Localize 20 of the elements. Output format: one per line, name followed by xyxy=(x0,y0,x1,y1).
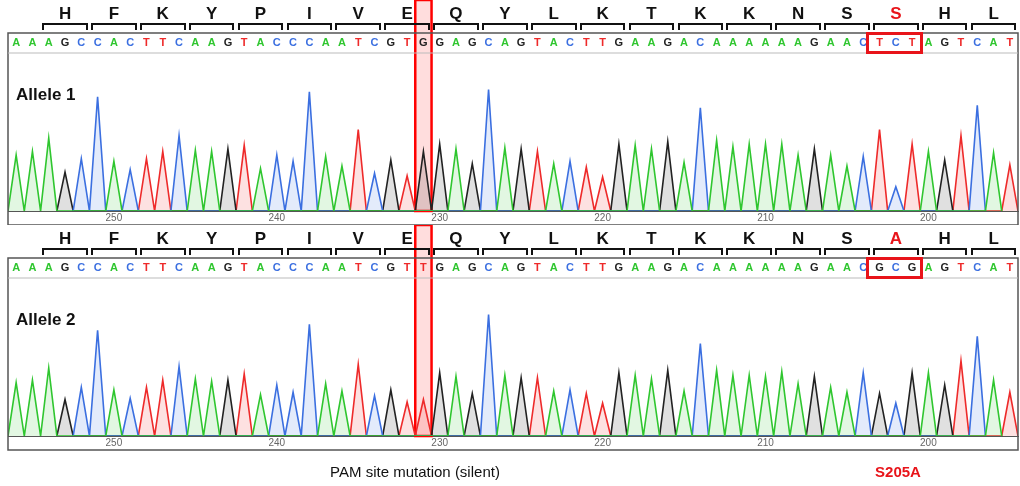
text: PAM site mutation (silent) xyxy=(330,463,500,480)
annotation: Allele 2 xyxy=(16,310,76,329)
x-tick-label: 250 xyxy=(105,211,123,223)
x-tick-label: 220 xyxy=(594,211,612,223)
x-tick-label: 200 xyxy=(920,211,938,223)
x-tick-label: 210 xyxy=(757,211,775,223)
x-tick-label: 250 xyxy=(105,436,123,448)
x-tick-label: 210 xyxy=(757,436,775,448)
text: S205A xyxy=(875,463,922,480)
x-tick-label: 220 xyxy=(594,436,612,448)
x-tick-label: 240 xyxy=(268,436,286,448)
text: A A A G C C A C T T C A A G T A C C C A A T C G T G G A G C A G T A C T T G A A G A C A A A A A A G A A C T C T A G T C A T xyxy=(12,36,1014,49)
text: H F K Y P I V E Q Y L K T K K N S A H L xyxy=(58,229,999,248)
x-tick-label: 230 xyxy=(431,211,449,223)
x-tick-label: 240 xyxy=(268,211,286,223)
annotation: Allele 1 xyxy=(16,85,76,104)
text: H F K Y P I V E Q Y L K T K K N S S H L xyxy=(58,4,999,23)
x-tick-label: 200 xyxy=(920,436,938,448)
x-tick-label: 230 xyxy=(431,436,449,448)
text: A A A G C C A C T T C A A G T A C C C A A T C G T T G A G C A G T A C T T G A A G A C A A A A A A G A A C G C G A G T C A T xyxy=(12,261,1014,274)
